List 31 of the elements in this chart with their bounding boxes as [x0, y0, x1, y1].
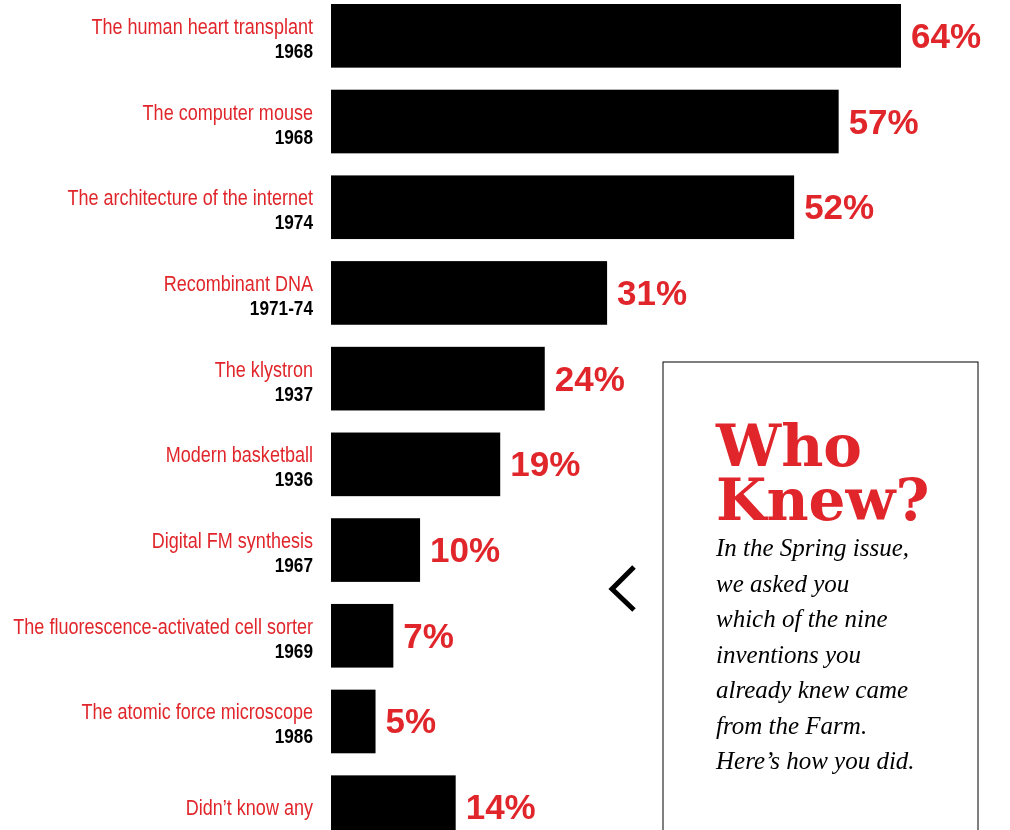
bar [331, 89, 839, 154]
data-label: 10% [430, 530, 501, 570]
data-label: 5% [385, 701, 437, 741]
bar [331, 432, 501, 497]
text: Who Knew? [715, 412, 930, 534]
y-tick-label: The klystron 1937 [214, 356, 313, 406]
bar [331, 518, 421, 582]
data-label: 64% [911, 15, 982, 55]
y-tick-label: Digital FM synthesis 1967 [151, 528, 313, 577]
bar [331, 689, 376, 754]
y-tick-label: The atomic force microscope 1986 [81, 699, 313, 748]
y-tick-label: The computer mouse 1968 [142, 99, 314, 148]
bar [331, 4, 901, 68]
data-label: 14% [465, 787, 536, 827]
bar [331, 346, 545, 411]
data-label: 24% [554, 358, 625, 398]
y-tick-label: Recombinant DNA 1971-74 [163, 271, 314, 320]
text: In the Spring issue, we asked you which of the nine inventions you already knew came from the Farm. Here’s how you did. [715, 534, 915, 774]
bar [331, 175, 795, 240]
bar [331, 261, 608, 325]
bar [331, 603, 394, 668]
y-tick-label: The architecture of the internet 1974 [67, 185, 314, 234]
y-tick-label: The human heart transplant 1968 [91, 14, 314, 63]
data-label: 57% [848, 101, 919, 141]
data-label: 7% [403, 615, 454, 655]
y-tick-label: Didn’t know any [185, 795, 314, 820]
data-label: 31% [617, 272, 688, 312]
data-label: 19% [510, 444, 581, 484]
y-tick-label: The fluorescence-activated cell sorter 1969 [13, 614, 314, 663]
data-label: 52% [804, 187, 875, 227]
y-tick-label: Modern basketball 1936 [165, 442, 313, 491]
